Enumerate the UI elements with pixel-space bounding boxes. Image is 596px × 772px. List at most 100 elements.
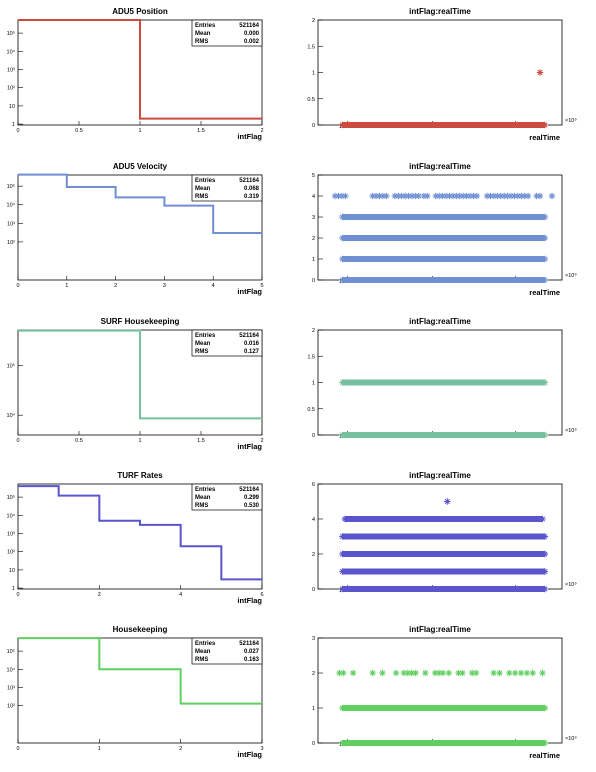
data-point [444,498,451,505]
stats-key: RMS [195,194,208,200]
data-point [412,192,419,200]
plot-frame [317,19,563,126]
data-point [541,276,549,284]
chart-title: intFlag:realTime [409,162,471,171]
data-point [449,192,457,200]
stats-value: 0.016 [244,341,260,347]
y-tick-label: 10⁴ [7,202,16,209]
plot-frame [317,637,563,744]
data-point [383,192,390,200]
data-point [539,669,546,677]
y-tick-label: 3 [312,215,315,221]
stats-box [191,637,263,665]
scatter-panel-5: intFlag:realTime01231.16261.16261.1627×1… [312,625,577,760]
y-tick-label: 10⁵ [7,494,15,501]
chart-title: intFlag:realTime [409,7,471,16]
data-point [339,585,346,593]
data-point [339,739,346,747]
y-tick-label: 10⁴ [7,412,16,419]
y-tick-label: 10 [9,104,15,110]
data-band [342,122,545,128]
data-point [379,192,387,200]
x-tick-label: 1 [138,438,141,444]
y-tick-label: 3 [312,636,315,642]
data-band [342,432,545,438]
data-point [408,669,415,677]
y-tick-label: 4 [312,517,315,523]
x-tick-label: 1.5 [197,438,205,444]
data-point [541,704,549,712]
x-tick-label: 0 [16,746,19,752]
data-point [339,431,346,439]
x-axis-label: realTime [529,133,560,142]
stats-key: Entries [195,23,216,29]
stats-value: 0.000 [244,31,260,37]
histogram-bars [18,329,262,420]
data-point [339,234,346,242]
data-point [514,192,522,200]
chart-title: TURF Rates [117,471,163,480]
y-tick-label: 0 [312,433,315,439]
x-tick-label: 4 [212,283,215,289]
data-point [487,192,494,200]
stats-key: Mean [195,341,211,347]
data-point [529,669,536,677]
data-band [342,235,545,241]
y-tick-label: 2 [312,18,315,24]
x-tick-label: 2 [179,746,182,752]
x-tick-label: 0 [16,128,19,134]
plot-frame [17,174,263,281]
stats-box [191,174,263,202]
stats-value: 521164 [239,487,259,493]
data-band [344,516,543,522]
data-point [369,669,376,677]
data-point [490,669,497,677]
histogram-bars [18,485,262,581]
x-tick-label: 0 [16,283,19,289]
data-point [445,669,452,677]
stats-value: 0.163 [244,657,260,663]
data-point [511,669,519,677]
y-tick-label: 10³ [7,221,15,227]
chart-title: SURF Housekeeping [101,317,180,326]
y-tick-label: 2 [312,328,315,334]
x-axis-label: intFlag [237,750,262,759]
data-point [541,568,549,575]
stats-value: 521164 [239,333,259,339]
data-point [472,669,480,677]
data-point [339,213,346,221]
x-tick-label: 3 [260,746,263,752]
y-tick-label: 1.5 [307,354,315,360]
chart-title: intFlag:realTime [409,625,471,634]
data-point [339,533,346,540]
data-point [395,192,402,200]
histogram-panel-5: Housekeeping 0 1 2 3 10² 10³ 10⁴ 10⁵ Entries 52116… [7,625,264,759]
data-point [432,192,440,200]
data-band [342,256,545,262]
y-tick-label: 10³ [7,531,15,537]
data-point [398,192,405,200]
chart-title: intFlag:realTime [409,471,471,480]
data-point [511,192,518,200]
data-point [349,669,357,677]
data-point [412,669,419,677]
data-point [336,669,343,677]
data-point [473,192,481,200]
y-tick-label: 2 [312,552,315,558]
y-tick-label: 10 [9,568,15,574]
x-tick-label: 1 [98,746,101,752]
x-tick-label: 4 [179,592,182,598]
data-point [541,121,549,129]
data-point [342,192,349,200]
histogram-panel-1: ADU5 Position 0 0.5 1 1.5 2 1 10 10² 10³ 10⁴ 10⁵ Ent… [7,7,264,141]
data-point [463,192,470,200]
data-point [453,192,460,200]
data-point [339,550,346,558]
data-point [541,213,549,221]
data-point [541,533,549,540]
y-tick-label: 1 [312,71,315,77]
y-tick-label: 1 [312,706,315,712]
y-tick-label: 10³ [7,685,15,691]
chart-title: ADU5 Velocity [113,162,168,171]
